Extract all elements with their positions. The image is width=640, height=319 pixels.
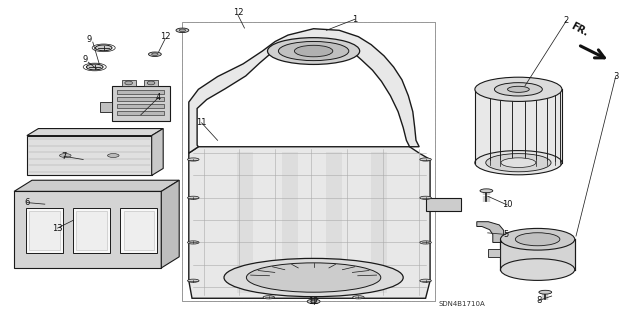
Bar (117, 90, 164, 94)
Polygon shape (14, 191, 161, 268)
Polygon shape (100, 102, 112, 112)
Text: 5: 5 (503, 230, 508, 239)
Polygon shape (152, 129, 163, 175)
Ellipse shape (263, 296, 275, 299)
Ellipse shape (148, 52, 161, 56)
Text: 3: 3 (613, 72, 618, 81)
Polygon shape (14, 180, 179, 191)
Ellipse shape (176, 28, 189, 33)
Ellipse shape (501, 158, 536, 167)
Text: 12: 12 (160, 32, 170, 41)
Ellipse shape (420, 241, 431, 244)
Ellipse shape (224, 258, 403, 297)
Polygon shape (189, 29, 419, 153)
Text: 4: 4 (156, 93, 161, 102)
Polygon shape (161, 180, 179, 268)
Ellipse shape (108, 154, 119, 158)
Polygon shape (371, 152, 387, 293)
Text: SDN4B1710A: SDN4B1710A (438, 301, 485, 307)
Polygon shape (29, 211, 60, 250)
Polygon shape (124, 211, 154, 250)
Polygon shape (112, 86, 170, 121)
Text: 8: 8 (536, 296, 541, 305)
Polygon shape (26, 208, 63, 253)
Text: 10: 10 (502, 200, 512, 209)
Ellipse shape (475, 151, 562, 175)
Bar (117, 97, 164, 101)
Polygon shape (326, 152, 342, 293)
Bar (117, 111, 164, 115)
Text: 11: 11 (196, 118, 207, 127)
Polygon shape (237, 152, 253, 293)
Text: 2: 2 (564, 16, 569, 25)
Polygon shape (76, 211, 107, 250)
Ellipse shape (310, 300, 317, 303)
Ellipse shape (294, 45, 333, 57)
Text: FR.: FR. (570, 21, 590, 38)
Ellipse shape (188, 196, 199, 199)
Ellipse shape (420, 158, 431, 161)
Ellipse shape (147, 81, 155, 85)
Ellipse shape (508, 86, 529, 93)
Polygon shape (488, 249, 500, 257)
Ellipse shape (188, 158, 199, 161)
Text: 7: 7 (61, 152, 67, 161)
Polygon shape (27, 136, 152, 175)
Text: 1: 1 (353, 15, 358, 24)
Ellipse shape (268, 38, 360, 64)
Ellipse shape (486, 154, 551, 172)
Polygon shape (120, 208, 157, 253)
Ellipse shape (60, 154, 71, 158)
Ellipse shape (480, 189, 493, 193)
Polygon shape (500, 239, 575, 270)
Ellipse shape (515, 233, 560, 246)
Ellipse shape (420, 196, 431, 199)
Ellipse shape (420, 279, 431, 282)
Text: 6: 6 (24, 198, 29, 207)
Text: 13: 13 (52, 224, 63, 233)
Bar (182, 22, 435, 301)
Bar (122, 80, 136, 86)
Ellipse shape (188, 279, 199, 282)
Polygon shape (426, 198, 461, 211)
Ellipse shape (475, 77, 562, 101)
Ellipse shape (95, 45, 112, 51)
Polygon shape (477, 222, 504, 242)
Ellipse shape (307, 299, 320, 304)
Polygon shape (282, 152, 298, 293)
Ellipse shape (125, 81, 132, 85)
Polygon shape (73, 208, 110, 253)
Bar (182, 22, 435, 301)
Bar (144, 80, 158, 86)
Ellipse shape (353, 296, 364, 299)
Ellipse shape (152, 53, 158, 56)
Text: 12: 12 (308, 297, 319, 306)
Polygon shape (27, 129, 163, 136)
Ellipse shape (495, 83, 542, 96)
Polygon shape (475, 89, 562, 163)
Bar (117, 104, 164, 108)
Ellipse shape (539, 290, 552, 294)
Ellipse shape (179, 29, 186, 32)
Ellipse shape (278, 41, 349, 61)
Ellipse shape (188, 241, 199, 244)
Ellipse shape (500, 259, 575, 280)
Ellipse shape (500, 228, 575, 250)
Ellipse shape (246, 263, 381, 292)
Ellipse shape (86, 64, 103, 70)
Text: 9: 9 (87, 35, 92, 44)
Text: 9: 9 (83, 56, 88, 64)
Polygon shape (189, 147, 430, 298)
Text: 12: 12 (233, 8, 243, 17)
